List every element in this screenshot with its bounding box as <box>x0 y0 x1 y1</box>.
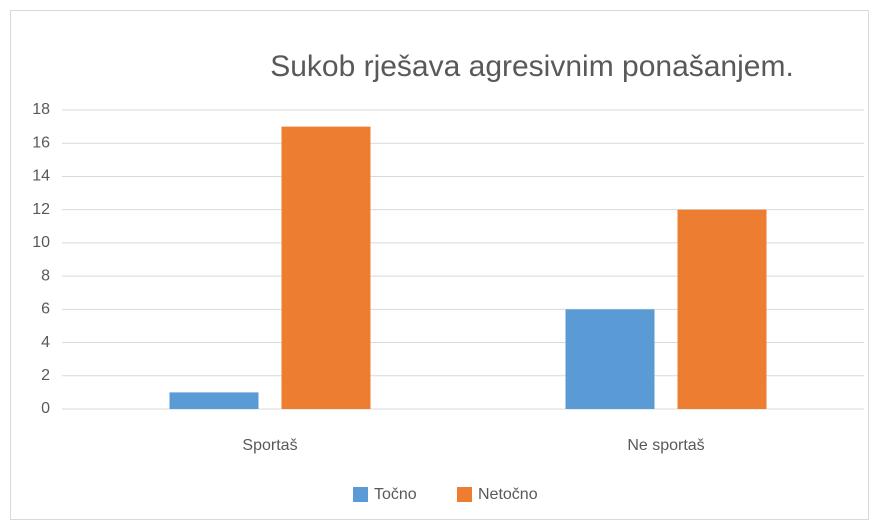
y-tick-label: 18 <box>32 101 50 118</box>
y-tick-label: 8 <box>41 267 50 284</box>
bar <box>281 126 371 409</box>
legend-swatch <box>353 487 368 502</box>
x-tick-label: Sportaš <box>242 437 297 454</box>
y-tick-label: 0 <box>41 400 50 417</box>
y-tick-label: 2 <box>41 367 50 384</box>
y-tick-label: 6 <box>41 301 50 318</box>
y-tick-label: 4 <box>41 334 50 351</box>
legend-label: Točno <box>374 486 417 503</box>
legend-swatch <box>457 487 472 502</box>
bar <box>565 309 655 409</box>
y-tick-label: 16 <box>32 134 50 151</box>
bar <box>169 392 259 409</box>
chart-title: Sukob rješava agresivnim ponašanjem. <box>270 50 794 83</box>
y-tick-label: 14 <box>32 168 50 185</box>
x-tick-label: Ne sportaš <box>627 437 704 454</box>
y-tick-label: 10 <box>32 234 50 251</box>
y-tick-label: 12 <box>32 201 50 218</box>
bar <box>677 209 767 409</box>
legend-label: Netočno <box>478 486 538 503</box>
